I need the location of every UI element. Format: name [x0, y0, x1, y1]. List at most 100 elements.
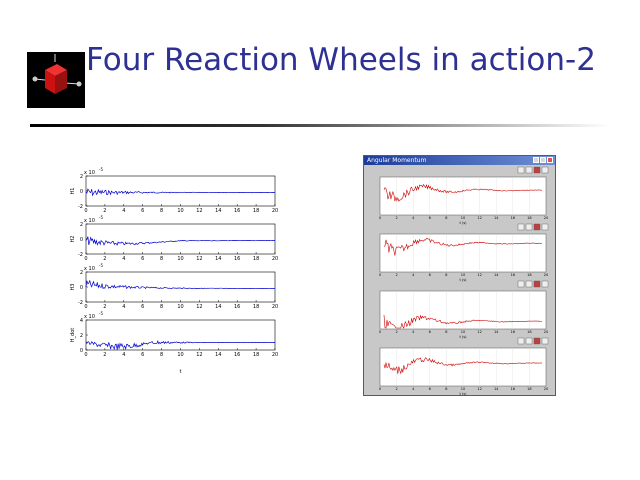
axis-exponent: x 10 [84, 266, 95, 272]
x-tick-label: 10 [177, 304, 183, 310]
x-tick-label: 6 [141, 256, 144, 262]
x-tick-label: 16 [234, 352, 240, 358]
maximize-icon[interactable] [540, 157, 546, 163]
x-tick-label: 2 [395, 216, 397, 220]
wheel-momentum-trace [85, 188, 275, 197]
toolbar-icon [541, 337, 549, 345]
angular-momentum-trace [383, 238, 543, 256]
x-tick-label: 14 [215, 352, 221, 358]
x-tick-label: 6 [141, 208, 144, 214]
minimize-icon[interactable] [533, 157, 539, 163]
y-tick-label: -2 [78, 204, 83, 210]
title-underline [30, 124, 610, 127]
x-tick-label: 18 [527, 387, 531, 391]
angular-momentum-window[interactable]: Angular Momentum 0 2 4 6 8 10 12 14 16 18 20 t (s) 0… [363, 155, 556, 396]
x-tick-label: 16 [511, 273, 515, 277]
y-tick-label: 2 [80, 174, 83, 180]
toolbar-icon [533, 166, 541, 174]
x-axis-label: t (s) [459, 221, 467, 225]
x-tick-label: 16 [511, 216, 515, 220]
x-tick-label: 14 [494, 216, 499, 220]
x-tick-label: 6 [429, 273, 431, 277]
x-tick-label: 20 [272, 256, 278, 262]
x-tick-label: 0 [84, 352, 87, 358]
x-tick-label: 4 [412, 216, 415, 220]
x-tick-label: 20 [272, 208, 278, 214]
x-tick-label: 0 [379, 216, 381, 220]
toolbar-icon [517, 223, 525, 231]
x-tick-label: 12 [196, 352, 202, 358]
x-tick-label: 18 [253, 304, 259, 310]
x-tick-label: 18 [527, 273, 531, 277]
x-tick-label: 10 [177, 352, 183, 358]
x-tick-label: 14 [494, 387, 499, 391]
x-tick-label: 12 [477, 273, 481, 277]
x-tick-label: 2 [103, 304, 106, 310]
toolbar-icon [541, 166, 549, 174]
y-tick-label: 4 [80, 318, 83, 324]
toolbar-icon [517, 166, 525, 174]
x-tick-label: 16 [234, 304, 240, 310]
x-tick-label: 2 [395, 273, 397, 277]
angular-momentum-trace [383, 357, 543, 375]
toolbar-icon [525, 280, 533, 288]
x-tick-label: 18 [253, 352, 259, 358]
x-axis-label: t (s) [459, 392, 467, 395]
x-tick-label: 8 [160, 352, 163, 358]
x-tick-label: 0 [379, 330, 381, 334]
y-axis-label: H3 [70, 284, 76, 291]
x-tick-label: 14 [494, 330, 499, 334]
x-tick-label: 6 [429, 216, 431, 220]
toolbar-icon [525, 223, 533, 231]
axis-exponent-power: -5 [99, 311, 103, 316]
x-tick-label: 10 [461, 330, 465, 334]
x-tick-label: 20 [544, 273, 548, 277]
x-tick-label: 4 [412, 273, 415, 277]
axis-exponent-power: -5 [99, 263, 103, 268]
y-axis-label: H2 [70, 236, 76, 243]
x-tick-label: 6 [429, 387, 431, 391]
axes-box [85, 175, 276, 207]
y-tick-label: 0 [80, 237, 83, 243]
red-cube-logo-icon [27, 52, 85, 108]
toolbar-icon [533, 337, 541, 345]
y-axis-label: H_dot [70, 328, 76, 342]
y-tick-label: 2 [80, 333, 83, 339]
axis-exponent: x 10 [84, 218, 95, 224]
y-tick-label: 0 [80, 189, 83, 195]
axes-box [85, 223, 276, 255]
axes-box [85, 319, 276, 351]
x-tick-label: 4 [122, 208, 125, 214]
x-tick-label: 0 [379, 273, 381, 277]
x-tick-label: 18 [253, 256, 259, 262]
toolbar-icon [533, 280, 541, 288]
wheel-momentum-trace [85, 236, 276, 246]
x-tick-label: 12 [196, 208, 202, 214]
axes-box [85, 271, 276, 303]
x-tick-label: 4 [122, 352, 125, 358]
y-tick-label: -2 [78, 252, 83, 258]
y-tick-label: -2 [78, 300, 83, 306]
x-tick-label: 0 [84, 256, 87, 262]
x-tick-label: 0 [84, 304, 87, 310]
axis-exponent: x 10 [84, 314, 95, 320]
toolbar-icon [541, 280, 549, 288]
x-axis-label: t (s) [459, 278, 467, 282]
x-tick-label: 8 [160, 256, 163, 262]
x-tick-label: 20 [544, 330, 548, 334]
x-tick-label: 0 [379, 387, 381, 391]
x-tick-label: 12 [196, 304, 202, 310]
x-tick-label: 12 [477, 330, 481, 334]
x-tick-label: 16 [234, 256, 240, 262]
close-icon[interactable] [547, 157, 553, 163]
x-tick-label: 2 [103, 352, 106, 358]
x-tick-label: 16 [511, 330, 515, 334]
x-tick-label: 20 [544, 216, 548, 220]
x-tick-label: 10 [177, 256, 183, 262]
window-title-bar[interactable]: Angular Momentum [364, 156, 555, 165]
y-tick-label: 0 [80, 348, 83, 354]
angular-momentum-trace [383, 314, 543, 329]
x-tick-label: 20 [272, 304, 278, 310]
x-tick-label: 8 [160, 304, 163, 310]
x-tick-label: 14 [215, 208, 221, 214]
